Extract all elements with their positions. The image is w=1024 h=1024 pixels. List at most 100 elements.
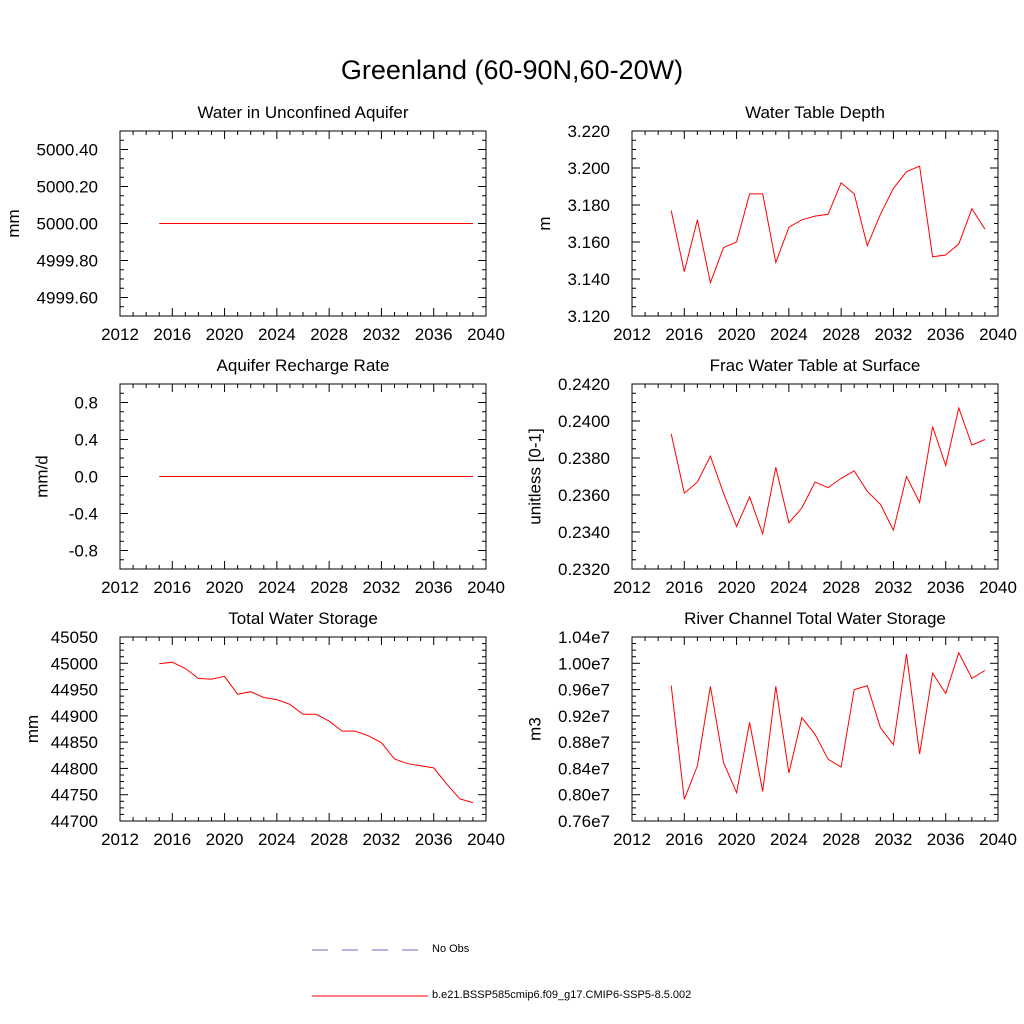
- y-tick-label: 45050: [51, 628, 98, 647]
- y-tick-label: 44750: [51, 786, 98, 805]
- y-tick-label: 0.2320: [558, 560, 610, 579]
- y-axis-label: mm/d: [33, 455, 52, 498]
- y-tick-label: 5000.00: [37, 215, 98, 234]
- chart-title: Water Table Depth: [745, 103, 885, 122]
- x-tick-label: 2032: [363, 578, 401, 597]
- x-tick-label: 2016: [665, 325, 703, 344]
- y-tick-label: 44950: [51, 681, 98, 700]
- x-tick-label: 2040: [467, 578, 505, 597]
- chart-title: Total Water Storage: [228, 609, 378, 628]
- series-line-1: [159, 661, 474, 804]
- x-tick-label: 2036: [415, 830, 453, 849]
- x-tick-label: 2036: [415, 578, 453, 597]
- y-tick-label: 0.2420: [558, 375, 610, 394]
- y-tick-label: 3.200: [567, 159, 610, 178]
- y-tick-label: 0.0: [74, 468, 98, 487]
- chart-panel-1: Water in Unconfined Aquifer 2012 2016 2020 2…: [4, 103, 505, 344]
- x-tick-label: 2020: [718, 578, 756, 597]
- y-tick-label: 5000.40: [37, 141, 98, 160]
- chart-title: River Channel Total Water Storage: [684, 609, 946, 628]
- legend-model-label: b.e21.BSSP585cmip6.f09_g17.CMIP6-SSP5-8.…: [432, 989, 692, 1001]
- chart-title: Water in Unconfined Aquifer: [197, 103, 408, 122]
- chart-panel-6: River Channel Total Water Storage 2012 201…: [525, 609, 1017, 849]
- x-tick-label: 2040: [979, 578, 1017, 597]
- x-tick-label: 2016: [153, 325, 191, 344]
- y-tick-label: 0.76e7: [558, 812, 610, 831]
- y-tick-label: 3.160: [567, 233, 610, 252]
- series-line-1: [670, 651, 986, 800]
- x-tick-label: 2024: [258, 325, 296, 344]
- x-tick-label: 2032: [875, 325, 913, 344]
- x-tick-label: 2040: [467, 325, 505, 344]
- chart-panel-5: Total Water Storage 2012 2016 2020 2024 2028 2…: [23, 609, 505, 849]
- chart-panel-4: Frac Water Table at Surface 2012 2016 2020 2…: [525, 356, 1017, 597]
- y-tick-label: 4999.80: [37, 252, 98, 271]
- y-tick-label: 0.8: [74, 394, 98, 413]
- plot-frame: [631, 130, 999, 317]
- panels-group: Water in Unconfined Aquifer 2012 2016 2020 2…: [4, 103, 1017, 849]
- x-tick-label: 2020: [206, 325, 244, 344]
- x-tick-label: 2028: [310, 325, 348, 344]
- x-tick-label: 2012: [613, 578, 651, 597]
- x-tick-label: 2032: [875, 830, 913, 849]
- x-tick-label: 2016: [153, 830, 191, 849]
- x-tick-label: 2036: [927, 830, 965, 849]
- chart-panel-3: Aquifer Recharge Rate 2012 2016 2020 2024 202…: [33, 356, 505, 597]
- x-tick-label: 2040: [979, 325, 1017, 344]
- y-tick-label: 0.2360: [558, 486, 610, 505]
- y-tick-label: 0.2380: [558, 449, 610, 468]
- y-tick-label: 3.140: [567, 270, 610, 289]
- x-tick-label: 2028: [822, 325, 860, 344]
- x-tick-label: 2028: [822, 830, 860, 849]
- x-tick-label: 2024: [770, 578, 808, 597]
- y-tick-label: 44850: [51, 733, 98, 752]
- y-tick-label: 44800: [51, 759, 98, 778]
- x-tick-label: 2036: [927, 578, 965, 597]
- y-axis-label: m3: [525, 717, 544, 741]
- x-tick-label: 2024: [258, 830, 296, 849]
- chart-panel-2: Water Table Depth 2012 2016 2020 2024 2028 203…: [535, 103, 1017, 344]
- y-tick-label: 0.92e7: [558, 707, 610, 726]
- x-tick-label: 2020: [206, 830, 244, 849]
- x-tick-label: 2012: [101, 830, 139, 849]
- y-tick-label: -0.8: [69, 542, 98, 561]
- legend-obs-label: No Obs: [432, 943, 470, 955]
- x-tick-label: 2020: [206, 578, 244, 597]
- x-tick-label: 2012: [613, 325, 651, 344]
- x-tick-label: 2032: [875, 578, 913, 597]
- y-tick-label: 5000.20: [37, 178, 98, 197]
- legend: [312, 949, 428, 997]
- chart-title: Frac Water Table at Surface: [710, 356, 921, 375]
- x-tick-label: 2016: [665, 578, 703, 597]
- plot-frame: [631, 383, 999, 570]
- x-tick-label: 2024: [770, 325, 808, 344]
- x-tick-label: 2040: [979, 830, 1017, 849]
- y-tick-label: 1.04e7: [558, 628, 610, 647]
- y-tick-label: 4999.60: [37, 289, 98, 308]
- x-tick-label: 2036: [415, 325, 453, 344]
- y-axis-label: m: [535, 216, 554, 230]
- y-tick-label: 1.00e7: [558, 654, 610, 673]
- x-tick-label: 2020: [718, 325, 756, 344]
- x-tick-label: 2024: [258, 578, 296, 597]
- y-tick-label: 0.84e7: [558, 759, 610, 778]
- y-axis-label: mm: [4, 209, 23, 237]
- y-tick-label: 0.88e7: [558, 733, 610, 752]
- chart-title: Aquifer Recharge Rate: [217, 356, 390, 375]
- y-tick-label: 0.2340: [558, 523, 610, 542]
- x-tick-label: 2036: [927, 325, 965, 344]
- y-tick-label: 3.120: [567, 307, 610, 326]
- y-tick-label: -0.4: [69, 505, 98, 524]
- x-tick-label: 2012: [101, 578, 139, 597]
- y-tick-label: 45000: [51, 654, 98, 673]
- x-tick-label: 2016: [665, 830, 703, 849]
- y-tick-label: 0.80e7: [558, 786, 610, 805]
- plot-frame: [119, 636, 487, 822]
- y-axis-label: mm: [23, 715, 42, 743]
- x-tick-label: 2012: [101, 325, 139, 344]
- y-tick-label: 44900: [51, 707, 98, 726]
- x-tick-label: 2028: [310, 578, 348, 597]
- y-tick-label: 3.220: [567, 122, 610, 141]
- y-tick-label: 0.4: [74, 431, 98, 450]
